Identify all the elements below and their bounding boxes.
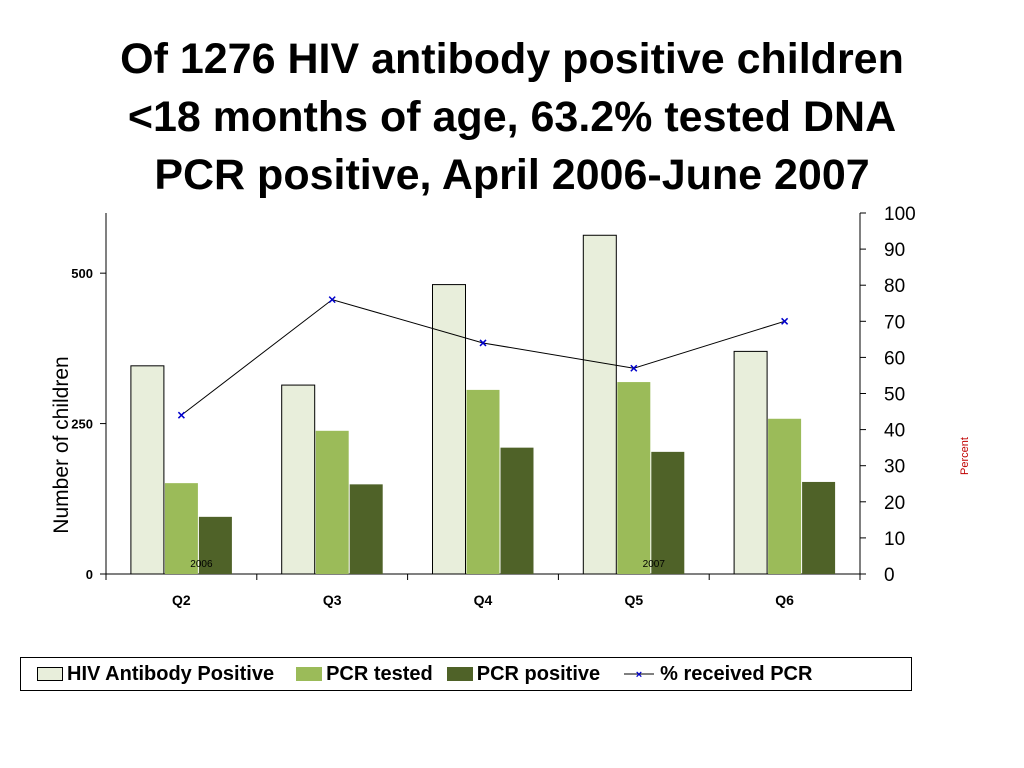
legend-swatch-hiv bbox=[37, 667, 63, 681]
year-labels: 2006 2007 bbox=[190, 559, 665, 570]
y-axis-label-right: Percent bbox=[959, 437, 971, 475]
legend-label-hiv: HIV Antibody Positive bbox=[67, 662, 275, 685]
right-tick-label: 60 bbox=[884, 348, 905, 369]
marker-stroke bbox=[177, 411, 185, 419]
x-tick-label: Q2 bbox=[172, 592, 191, 608]
bar-pcr-tested-q5 bbox=[617, 382, 651, 574]
bars-group bbox=[130, 234, 836, 575]
bar-pcr-positive-q6 bbox=[802, 481, 836, 574]
bar-pcr-positive-q4 bbox=[500, 447, 534, 574]
title-line-2: <18 months of age, 63.2% tested DNA bbox=[127, 93, 897, 141]
right-tick-label: 0 bbox=[884, 565, 895, 586]
bar-pcr-positive-q3 bbox=[349, 484, 383, 574]
legend-swatch-percent-line: × bbox=[624, 669, 655, 681]
legend-label-percent: % received PCR bbox=[660, 662, 813, 685]
year-label-2006: 2006 bbox=[190, 559, 213, 570]
legend-swatch-pcr-positive bbox=[446, 667, 473, 681]
right-tick-label: 50 bbox=[884, 385, 905, 406]
right-tick-label: 70 bbox=[884, 312, 905, 333]
legend-label-pcr-tested: PCR tested bbox=[326, 662, 433, 685]
legend-item-hiv: HIV Antibody Positive bbox=[37, 663, 274, 686]
x-tick-label: Q5 bbox=[624, 592, 643, 608]
percent-marker-q5 bbox=[630, 364, 638, 372]
left-tick-label: 250 bbox=[71, 417, 93, 432]
legend-item-pcr-positive: PCR positive bbox=[446, 662, 601, 686]
bar-pcr-tested-q4 bbox=[466, 389, 500, 574]
marker-stroke bbox=[328, 296, 336, 304]
left-tick-label: 500 bbox=[71, 266, 93, 281]
x-tick-label: Q4 bbox=[474, 592, 493, 608]
right-tick-label: 80 bbox=[884, 276, 905, 297]
bar-pcr-tested-q6 bbox=[768, 418, 802, 574]
right-tick-label: 100 bbox=[884, 204, 916, 225]
percent-line-group bbox=[177, 296, 789, 419]
left-tick-label: 0 bbox=[86, 567, 93, 582]
marker-stroke bbox=[630, 364, 638, 372]
right-tick-label: 30 bbox=[884, 457, 905, 478]
marker-stroke bbox=[781, 317, 789, 325]
svg-text:×: × bbox=[636, 669, 642, 681]
chart-legend: HIV Antibody Positive PCR tested PCR pos… bbox=[20, 657, 912, 691]
title-line-1: Of 1276 HIV antibody positive children bbox=[120, 35, 904, 83]
year-label-2007: 2007 bbox=[643, 559, 666, 570]
bar-hiv-antibody-positive-q2 bbox=[130, 365, 165, 575]
legend-item-percent: × % received PCR bbox=[624, 663, 812, 686]
right-y-axis: 0 10 20 30 40 50 60 70 80 90 100 bbox=[859, 204, 916, 586]
bar-pcr-positive-q5 bbox=[651, 451, 685, 574]
title-line-3: PCR positive, April 2006-June 2007 bbox=[154, 151, 870, 199]
y-axis-label-left: Number of children bbox=[50, 356, 73, 533]
bar-pcr-tested-q2 bbox=[164, 483, 198, 574]
right-tick-label: 10 bbox=[884, 529, 905, 550]
percent-marker-q6 bbox=[781, 317, 789, 325]
marker-stroke bbox=[479, 339, 487, 347]
bar-pcr-positive-q2 bbox=[198, 516, 232, 574]
x-tick-label: Q6 bbox=[775, 592, 794, 608]
legend-item-pcr-tested: PCR tested bbox=[296, 663, 433, 686]
left-y-axis: 0 250 500 bbox=[71, 213, 107, 582]
chart-title: Of 1276 HIV antibody positive children <… bbox=[20, 30, 1004, 204]
bar-hiv-antibody-positive-q5 bbox=[582, 234, 617, 575]
legend-swatch-pcr-tested bbox=[296, 667, 323, 681]
bar-pcr-tested-q3 bbox=[315, 430, 349, 574]
bar-hiv-antibody-positive-q4 bbox=[432, 284, 466, 575]
right-tick-label: 90 bbox=[884, 240, 905, 261]
right-tick-label: 40 bbox=[884, 421, 905, 442]
legend-label-pcr-positive: PCR positive bbox=[476, 662, 601, 685]
percent-marker-q2 bbox=[177, 411, 185, 419]
right-tick-label: 20 bbox=[884, 493, 905, 514]
percent-marker-q4 bbox=[479, 339, 487, 347]
bar-hiv-antibody-positive-q6 bbox=[733, 350, 768, 575]
percent-marker-q3 bbox=[328, 296, 336, 304]
bar-hiv-antibody-positive-q3 bbox=[281, 384, 316, 575]
x-tick-label: Q3 bbox=[323, 592, 342, 608]
x-axis: Q2 Q3 Q4 Q5 Q6 bbox=[105, 573, 861, 608]
